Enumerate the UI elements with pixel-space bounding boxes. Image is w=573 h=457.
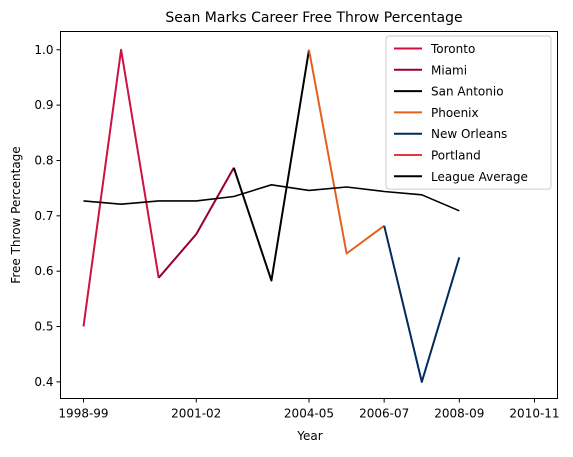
series-line-toronto [82, 48, 160, 327]
legend-label-san-antonio: San Antonio [431, 85, 504, 99]
chart-legend: Toronto Miami San Antonio Phoenix New Orlean… [385, 35, 552, 190]
legend-label-league-average: League Average [431, 170, 528, 184]
y-tick-label: 0.9 [34, 98, 53, 112]
series-line-miami [157, 167, 235, 279]
x-tick-label: 2008-09 [434, 407, 484, 421]
y-tick-label: 0.4 [34, 375, 53, 389]
series-line-league-average [83, 184, 460, 212]
x-tick-label: 1998-99 [58, 407, 108, 421]
y-tick-label: 0.5 [34, 320, 53, 334]
x-tick-label: 2001-02 [171, 407, 221, 421]
legend-label-toronto: Toronto [430, 42, 475, 56]
y-axis-ticks: 0.4 0.5 0.6 0.7 0.8 0.9 1.0 [34, 43, 61, 389]
y-tick-label: 1.0 [34, 43, 53, 57]
x-tick-label: 2004-05 [284, 407, 334, 421]
chart-title: Sean Marks Career Free Throw Percentage [165, 10, 462, 26]
plot-area-frame [60, 31, 558, 399]
x-axis-label: Year [296, 429, 322, 443]
legend-box [385, 35, 552, 190]
y-tick-label: 0.7 [34, 209, 53, 223]
legend-label-new-orleans: New Orleans [431, 127, 507, 141]
y-axis-label: Free Throw Percentage [9, 146, 23, 283]
y-tick-label: 0.6 [34, 264, 53, 278]
series-lines [82, 48, 461, 383]
series-line-new-orleans [383, 225, 461, 383]
series-line-phoenix [308, 49, 385, 255]
x-tick-label: 2006-07 [359, 407, 409, 421]
legend-label-phoenix: Phoenix [431, 106, 479, 120]
x-axis-ticks: 1998-99 2001-02 2004-05 2006-07 2008-09 2010-… [58, 398, 560, 421]
y-tick-label: 0.8 [34, 153, 53, 167]
legend-label-miami: Miami [431, 63, 467, 77]
series-line-san-antonio [232, 49, 310, 282]
legend-label-portland: Portland [431, 149, 481, 163]
x-tick-label: 2010-11 [509, 407, 559, 421]
